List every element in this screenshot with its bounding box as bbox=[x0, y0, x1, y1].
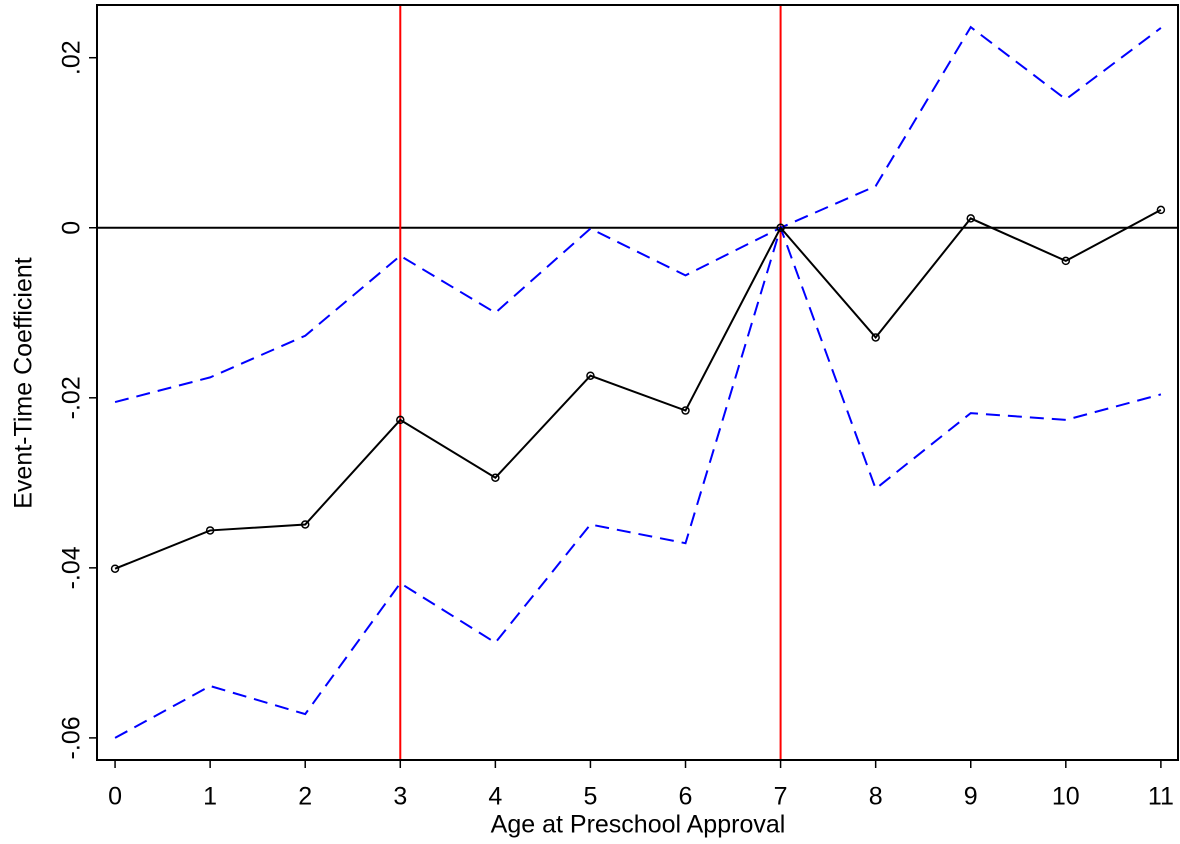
x-tick-label: 1 bbox=[203, 783, 217, 811]
y-tick-label: -.06 bbox=[58, 716, 86, 759]
x-tick-label: 11 bbox=[1148, 783, 1174, 811]
marker bbox=[681, 406, 690, 415]
series-line bbox=[114, 25, 1162, 404]
plot-frame bbox=[96, 4, 1179, 761]
x-tick-label: 3 bbox=[393, 783, 407, 811]
marker bbox=[396, 415, 405, 425]
y-tick-label: .02 bbox=[58, 40, 86, 75]
marker bbox=[586, 371, 595, 380]
series-line bbox=[114, 209, 1162, 570]
marker bbox=[776, 223, 785, 233]
marker bbox=[1156, 205, 1166, 215]
x-tick-label: 2 bbox=[298, 783, 312, 811]
y-tick-label: -.02 bbox=[58, 376, 86, 419]
series-line bbox=[114, 224, 1162, 739]
marker bbox=[110, 564, 120, 573]
marker bbox=[205, 526, 215, 535]
x-tick-label: 10 bbox=[1052, 783, 1080, 811]
y-axis-title: Event-Time Coefficient bbox=[10, 257, 38, 509]
x-tick-label: 4 bbox=[488, 783, 502, 811]
x-tick-label: 0 bbox=[108, 783, 122, 811]
marker bbox=[491, 473, 500, 482]
x-tick-label: 7 bbox=[774, 783, 788, 811]
marker bbox=[1061, 256, 1071, 266]
marker bbox=[871, 333, 880, 342]
x-tick-label: 5 bbox=[583, 783, 597, 811]
marker bbox=[966, 214, 975, 223]
x-tick-label: 6 bbox=[679, 783, 693, 811]
y-tick-label: -.04 bbox=[58, 546, 86, 589]
marker bbox=[300, 520, 310, 529]
y-tick-label: 0 bbox=[58, 221, 86, 235]
x-axis-title: Age at Preschool Approval bbox=[491, 811, 786, 839]
x-tick-label: 9 bbox=[964, 783, 978, 811]
x-tick-label: 8 bbox=[869, 783, 883, 811]
